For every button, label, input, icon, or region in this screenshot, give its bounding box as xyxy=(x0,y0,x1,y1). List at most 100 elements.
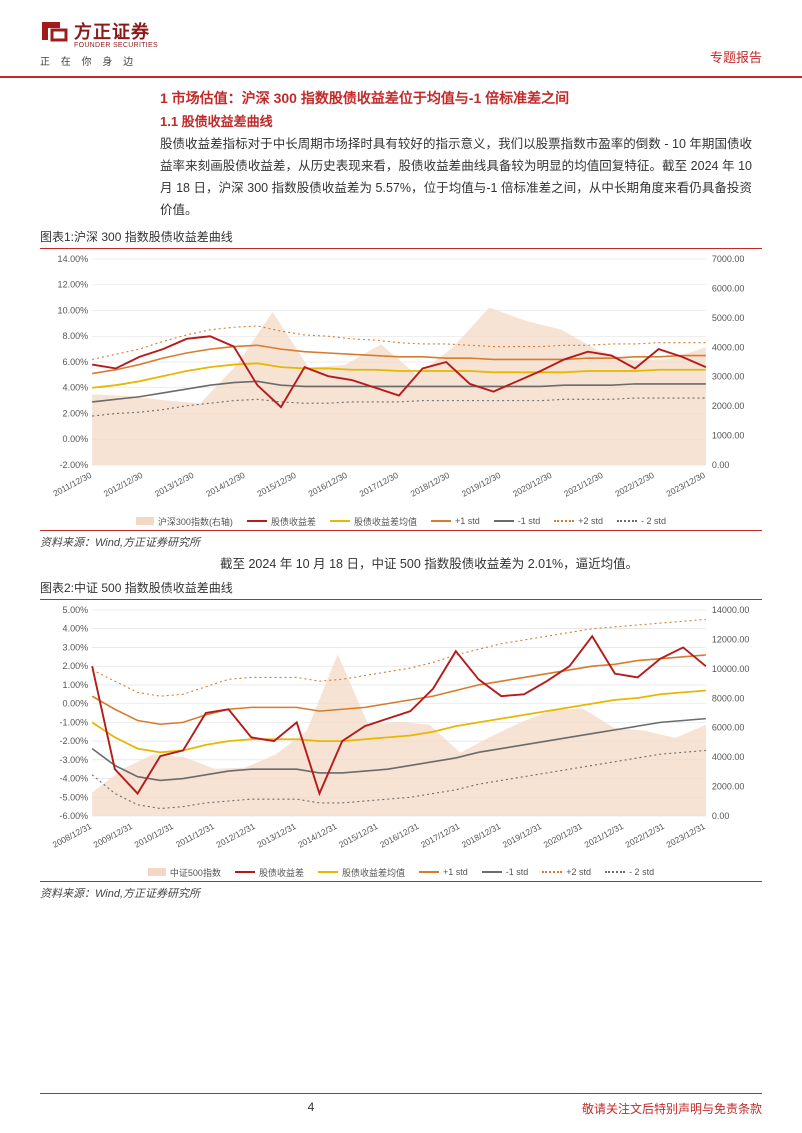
svg-text:2016/12/30: 2016/12/30 xyxy=(306,469,349,498)
svg-text:2013/12/31: 2013/12/31 xyxy=(255,821,298,850)
svg-text:5000.00: 5000.00 xyxy=(712,312,745,322)
svg-text:2023/12/31: 2023/12/31 xyxy=(664,821,707,850)
section-heading-1: 1 市场估值：沪深 300 指数股债收益差位于均值与-1 倍标准差之间 xyxy=(160,88,762,109)
logo-tagline: 正 在 你 身 边 xyxy=(40,53,158,68)
founder-logo-icon xyxy=(40,20,68,42)
logo-block: 方正证券 FOUNDER SECURITIES 正 在 你 身 边 xyxy=(40,18,158,68)
svg-text:2014/12/30: 2014/12/30 xyxy=(204,469,247,498)
legend-item: 中证500指数 xyxy=(148,866,221,879)
svg-text:2011/12/31: 2011/12/31 xyxy=(174,821,216,850)
svg-text:2000.00: 2000.00 xyxy=(712,401,745,411)
svg-text:2013/12/30: 2013/12/30 xyxy=(153,469,196,498)
svg-text:1.00%: 1.00% xyxy=(63,680,89,690)
legend-item: +2 std xyxy=(554,515,603,528)
page-header: 方正证券 FOUNDER SECURITIES 正 在 你 身 边 专题报告 xyxy=(0,0,802,78)
svg-text:14000.00: 14000.00 xyxy=(712,605,750,615)
legend-item: 股债收益差均值 xyxy=(330,515,417,528)
svg-text:-1.00%: -1.00% xyxy=(60,717,89,727)
svg-text:2.00%: 2.00% xyxy=(63,408,89,418)
svg-text:4000.00: 4000.00 xyxy=(712,342,745,352)
svg-text:2015/12/30: 2015/12/30 xyxy=(255,469,298,498)
legend-item: -1 std xyxy=(494,515,541,528)
svg-text:4.00%: 4.00% xyxy=(63,382,89,392)
svg-text:2012/12/31: 2012/12/31 xyxy=(214,821,257,850)
svg-text:2021/12/30: 2021/12/30 xyxy=(562,469,605,498)
svg-text:2000.00: 2000.00 xyxy=(712,781,745,791)
svg-text:2010/12/31: 2010/12/31 xyxy=(133,821,176,850)
svg-text:-6.00%: -6.00% xyxy=(60,811,89,821)
svg-text:2022/12/30: 2022/12/30 xyxy=(613,469,656,498)
svg-text:4000.00: 4000.00 xyxy=(712,752,745,762)
svg-text:12.00%: 12.00% xyxy=(58,279,89,289)
svg-text:6.00%: 6.00% xyxy=(63,357,89,367)
chart-2: 5.00%4.00%3.00%2.00%1.00%0.00%-1.00%-2.0… xyxy=(40,602,762,862)
svg-text:10.00%: 10.00% xyxy=(58,305,89,315)
svg-text:-3.00%: -3.00% xyxy=(60,755,89,765)
footer-disclaimer: 敬请关注文后特别声明与免责条款 xyxy=(582,1100,762,1117)
legend-item: -1 std xyxy=(482,866,529,879)
page-footer: 4 敬请关注文后特别声明与免责条款 xyxy=(40,1093,762,1117)
chart-1-legend: 沪深300指数(右轴) 股债收益差 股债收益差均值 +1 std -1 std +2 st… xyxy=(40,511,762,530)
chart-1-source: 资料来源：Wind,方正证券研究所 xyxy=(40,530,762,550)
logo-text-cn: 方正证券 xyxy=(74,18,150,44)
svg-text:2017/12/30: 2017/12/30 xyxy=(358,469,401,498)
svg-text:-2.00%: -2.00% xyxy=(60,460,89,470)
svg-text:0.00%: 0.00% xyxy=(63,698,89,708)
svg-text:2019/12/31: 2019/12/31 xyxy=(501,821,544,850)
svg-text:2022/12/31: 2022/12/31 xyxy=(624,821,667,850)
legend-item: 股债收益差 xyxy=(235,866,304,879)
svg-text:3.00%: 3.00% xyxy=(63,642,89,652)
svg-text:2015/12/31: 2015/12/31 xyxy=(337,821,380,850)
svg-text:2018/12/31: 2018/12/31 xyxy=(460,821,503,850)
svg-text:-5.00%: -5.00% xyxy=(60,792,89,802)
legend-item: 股债收益差均值 xyxy=(318,866,405,879)
svg-text:2011/12/30: 2011/12/30 xyxy=(51,469,93,498)
chart-2-source: 资料来源：Wind,方正证券研究所 xyxy=(40,881,762,901)
legend-item: - 2 std xyxy=(605,866,654,879)
svg-text:7000.00: 7000.00 xyxy=(712,254,745,264)
svg-text:2018/12/30: 2018/12/30 xyxy=(409,469,452,498)
svg-text:2021/12/31: 2021/12/31 xyxy=(583,821,626,850)
svg-text:2008/12/31: 2008/12/31 xyxy=(51,821,94,850)
svg-text:4.00%: 4.00% xyxy=(63,623,89,633)
logo-text-en: FOUNDER SECURITIES xyxy=(74,42,158,49)
svg-text:2.00%: 2.00% xyxy=(63,661,89,671)
svg-text:2019/12/30: 2019/12/30 xyxy=(460,469,503,498)
paragraph-1: 股债收益差指标对于中长周期市场择时具有较好的指示意义，我们以股票指数市盈率的倒数… xyxy=(160,134,752,222)
report-type-label: 专题报告 xyxy=(710,47,762,66)
svg-text:0.00: 0.00 xyxy=(712,460,730,470)
legend-item: 沪深300指数(右轴) xyxy=(136,515,233,528)
intertext: 截至 2024 年 10 月 18 日，中证 500 指数股债收益差为 2.01… xyxy=(220,554,762,575)
svg-text:2012/12/30: 2012/12/30 xyxy=(102,469,145,498)
svg-text:-2.00%: -2.00% xyxy=(60,736,89,746)
legend-item: +2 std xyxy=(542,866,591,879)
svg-text:2016/12/31: 2016/12/31 xyxy=(378,821,421,850)
svg-text:2017/12/31: 2017/12/31 xyxy=(419,821,462,850)
legend-item: +1 std xyxy=(431,515,480,528)
svg-text:10000.00: 10000.00 xyxy=(712,664,750,674)
chart-1: 14.00% 12.00% 10.00% 8.00% 6.00% 4.00% 2.00% 0.… xyxy=(40,251,762,511)
svg-text:14.00%: 14.00% xyxy=(58,254,89,264)
legend-item: +1 std xyxy=(419,866,468,879)
content-area: 1 市场估值：沪深 300 指数股债收益差位于均值与-1 倍标准差之间 1.1 … xyxy=(0,78,802,901)
svg-text:2020/12/31: 2020/12/31 xyxy=(542,821,585,850)
figure-2-title: 图表2:中证 500 指数股债收益差曲线 xyxy=(40,579,762,600)
svg-text:0.00: 0.00 xyxy=(712,811,730,821)
svg-text:2020/12/30: 2020/12/30 xyxy=(511,469,554,498)
figure-1-title: 图表1:沪深 300 指数股债收益差曲线 xyxy=(40,228,762,249)
page-number: 4 xyxy=(308,1100,315,1117)
legend-item: - 2 std xyxy=(617,515,666,528)
svg-text:8.00%: 8.00% xyxy=(63,331,89,341)
chart-2-legend: 中证500指数 股债收益差 股债收益差均值 +1 std -1 std +2 std - 2… xyxy=(40,862,762,881)
svg-text:3000.00: 3000.00 xyxy=(712,371,745,381)
svg-text:0.00%: 0.00% xyxy=(63,434,89,444)
svg-text:1000.00: 1000.00 xyxy=(712,430,745,440)
svg-text:-4.00%: -4.00% xyxy=(60,773,89,783)
svg-text:8000.00: 8000.00 xyxy=(712,693,745,703)
section-heading-1-1: 1.1 股债收益差曲线 xyxy=(160,111,762,130)
legend-item: 股债收益差 xyxy=(247,515,316,528)
svg-text:6000.00: 6000.00 xyxy=(712,722,745,732)
svg-text:2009/12/31: 2009/12/31 xyxy=(92,821,135,850)
svg-text:6000.00: 6000.00 xyxy=(712,283,745,293)
svg-text:2014/12/31: 2014/12/31 xyxy=(296,821,339,850)
